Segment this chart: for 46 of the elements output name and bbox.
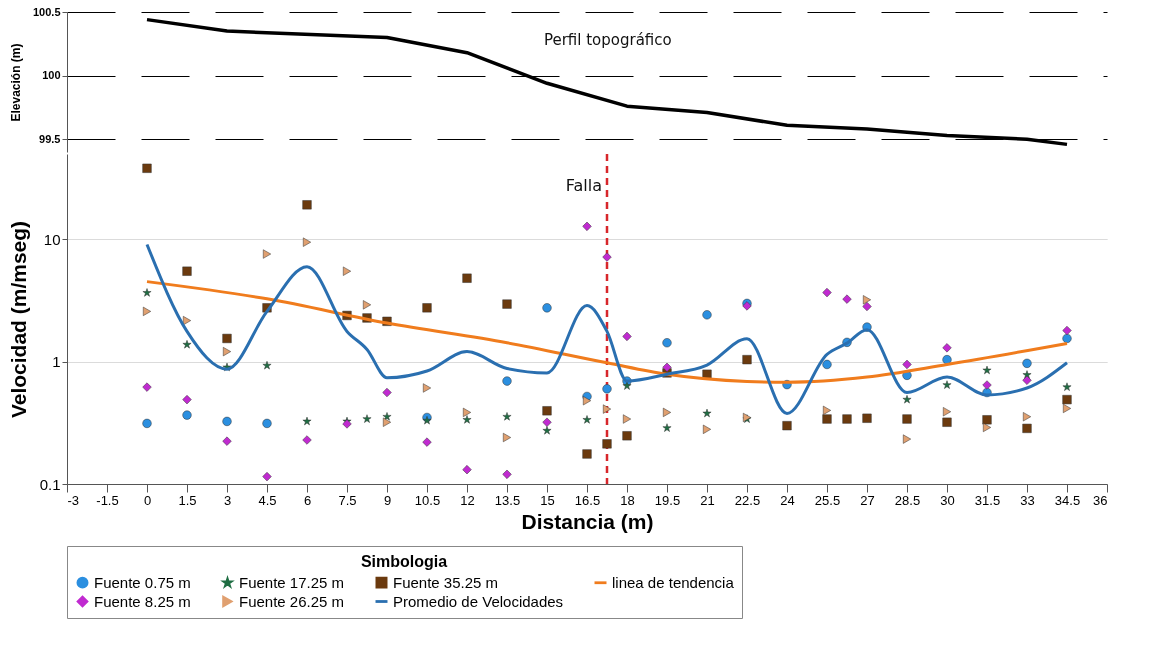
x-tick-label: 18 — [620, 492, 635, 508]
x-tick-label: 16.5 — [574, 492, 601, 508]
x-tick-label: 25.5 — [814, 492, 841, 508]
y-tick-label: 1 — [52, 353, 61, 371]
x-tick-label: 13.5 — [494, 492, 521, 508]
y-tick-label: 10 — [43, 230, 61, 248]
legend-label: Fuente 8.25 m — [94, 592, 191, 610]
y-axis-title: Elevación (m) — [8, 43, 23, 122]
x-tick-label: 15 — [540, 492, 555, 508]
x-tick-label: 6 — [303, 492, 312, 508]
y-tick-label: 99.5 — [39, 132, 61, 145]
x-tick-label: 3 — [223, 492, 232, 508]
x-tick-label: 21 — [700, 492, 715, 508]
x-tick-label: 0 — [143, 492, 152, 508]
x-tick-label: 1.5 — [178, 492, 197, 508]
ref-line-label: Falla — [565, 176, 602, 195]
x-tick-label: 34.5 — [1054, 492, 1081, 508]
legend-label: Fuente 17.25 m — [239, 573, 345, 591]
annotation: Perfil topográfico — [543, 31, 672, 49]
x-tick-label: 28.5 — [894, 492, 921, 508]
x-tick-label: 31.5 — [974, 492, 1001, 508]
x-tick-label: -3 — [67, 492, 80, 508]
legend-label: Fuente 35.25 m — [393, 573, 499, 591]
legend-label: Fuente 0.75 m — [94, 573, 191, 591]
x-tick-label: 19.5 — [654, 492, 681, 508]
y-tick-label: 0.1 — [39, 475, 61, 493]
y-tick-label: 100 — [42, 69, 61, 82]
x-axis-title: Distancia (m) — [521, 509, 654, 533]
x-tick-label: 33 — [1020, 492, 1035, 508]
x-tick-label: 12 — [460, 492, 475, 508]
legend-label: Promedio de Velocidades — [393, 592, 564, 610]
x-tick-label: 10.5 — [414, 492, 441, 508]
x-tick-label: 22.5 — [734, 492, 761, 508]
x-tick-label: 24 — [780, 492, 795, 508]
x-tick-label: 9 — [383, 492, 392, 508]
x-tick-label: 7.5 — [338, 492, 357, 508]
legend-label: linea de tendencia — [612, 573, 735, 591]
x-tick-label: 4.5 — [258, 492, 277, 508]
x-tick-label: 36 — [1093, 492, 1108, 508]
x-tick-label: -1.5 — [96, 492, 119, 508]
y-tick-label: 100.5 — [32, 5, 61, 18]
x-tick-label: 27 — [860, 492, 875, 508]
legend-title: Simbologia — [360, 553, 448, 570]
x-tick-label: 30 — [940, 492, 955, 508]
legend-label: Fuente 26.25 m — [239, 592, 345, 610]
y-axis-title: Velocidad (m/mseg) — [6, 220, 30, 419]
